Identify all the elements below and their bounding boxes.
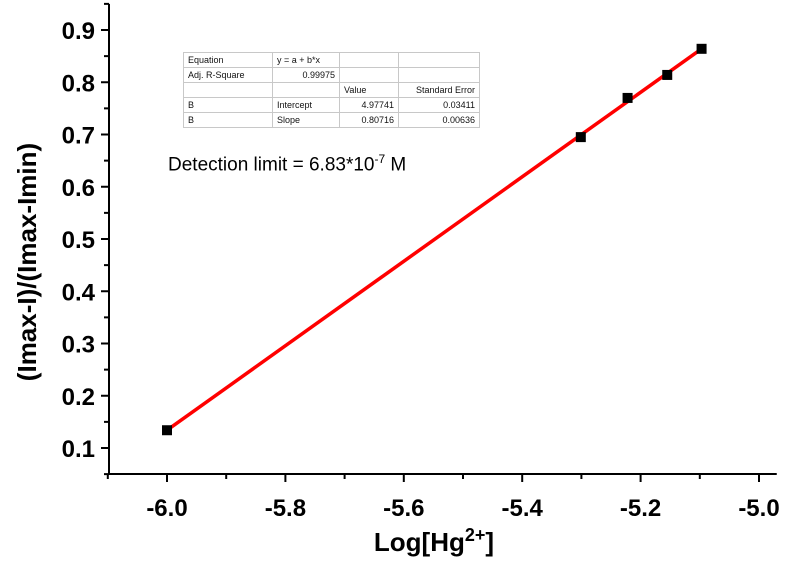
- y-tick-label: 0.7: [62, 123, 95, 150]
- fit-table-cell: [339, 67, 399, 83]
- fit-table-cell: 0.03411: [398, 97, 480, 113]
- y-tick-label: 0.1: [62, 436, 95, 463]
- fit-line: [165, 47, 703, 432]
- fit-stats-table: Equation y = a + b*x Adj. R-Square 0.99975 V…: [183, 52, 480, 128]
- data-point: [162, 425, 172, 436]
- fit-table-cell: 4.97741: [339, 97, 399, 113]
- fit-table-cell: Standard Error: [398, 82, 480, 98]
- fit-table-cell: B: [183, 97, 273, 113]
- fit-table-cell: Intercept: [272, 97, 340, 113]
- fit-table-cell: Adj. R-Square: [183, 67, 273, 83]
- data-point: [696, 43, 707, 54]
- fit-table-row: B Intercept 4.97741 0.03411: [183, 97, 480, 113]
- fit-table-row: Value Standard Error: [183, 82, 480, 98]
- data-point: [622, 92, 633, 103]
- y-tick-label: 0.8: [62, 70, 95, 97]
- y-tick-label: 0.4: [62, 279, 96, 306]
- x-tick-label: -6.0: [146, 495, 187, 522]
- annotation-exponent: -7: [374, 152, 386, 166]
- y-tick-label: 0.5: [62, 227, 95, 254]
- x-tick-label: -5.8: [265, 495, 306, 522]
- x-axis-title: Log[Hg2+]: [374, 525, 494, 557]
- fit-table-cell: 0.00636: [398, 112, 480, 128]
- x-tick-label: -5.6: [383, 495, 424, 522]
- fit-table-cell: [272, 82, 340, 98]
- fit-table-cell: [398, 67, 480, 83]
- y-tick-label: 0.3: [62, 332, 95, 359]
- x-axis-title-part: 2+: [465, 525, 486, 545]
- x-axis-title-part: ]: [485, 527, 494, 557]
- fit-table-cell: 0.99975: [272, 67, 340, 83]
- fit-table-row: Equation y = a + b*x: [183, 52, 480, 68]
- fit-table-cell: y = a + b*x: [272, 52, 340, 68]
- annotation-suffix: M: [385, 154, 407, 176]
- fit-table-cell: Slope: [272, 112, 340, 128]
- x-tick-label: -5.4: [502, 495, 544, 522]
- fit-table-row: B Slope 0.80716 0.00636: [183, 112, 480, 128]
- fit-table-cell: 0.80716: [339, 112, 399, 128]
- y-tick-label: 0.9: [62, 18, 95, 45]
- fit-table-row: Adj. R-Square 0.99975: [183, 67, 480, 83]
- x-tick-label: -5.2: [620, 495, 661, 522]
- fit-table-cell: [339, 52, 399, 68]
- fit-table-cell: [183, 82, 273, 98]
- detection-limit-annotation: Detection limit = 6.83*10-7 M: [168, 152, 406, 176]
- x-tick-label: -5.0: [738, 495, 779, 522]
- y-tick-label: 0.6: [62, 175, 95, 202]
- fit-table-cell: Equation: [183, 52, 273, 68]
- data-point: [662, 69, 673, 80]
- annotation-prefix: Detection limit = 6.83*10: [168, 154, 375, 176]
- x-axis-title-part: Log[Hg: [374, 527, 465, 557]
- y-axis-title: (Imax-I)/(Imax-Imin): [12, 143, 42, 381]
- data-point: [575, 132, 586, 143]
- fit-table-cell: Value: [339, 82, 399, 98]
- fit-table-cell: [398, 52, 480, 68]
- y-tick-label: 0.2: [62, 384, 95, 411]
- fit-table-cell: B: [183, 112, 273, 128]
